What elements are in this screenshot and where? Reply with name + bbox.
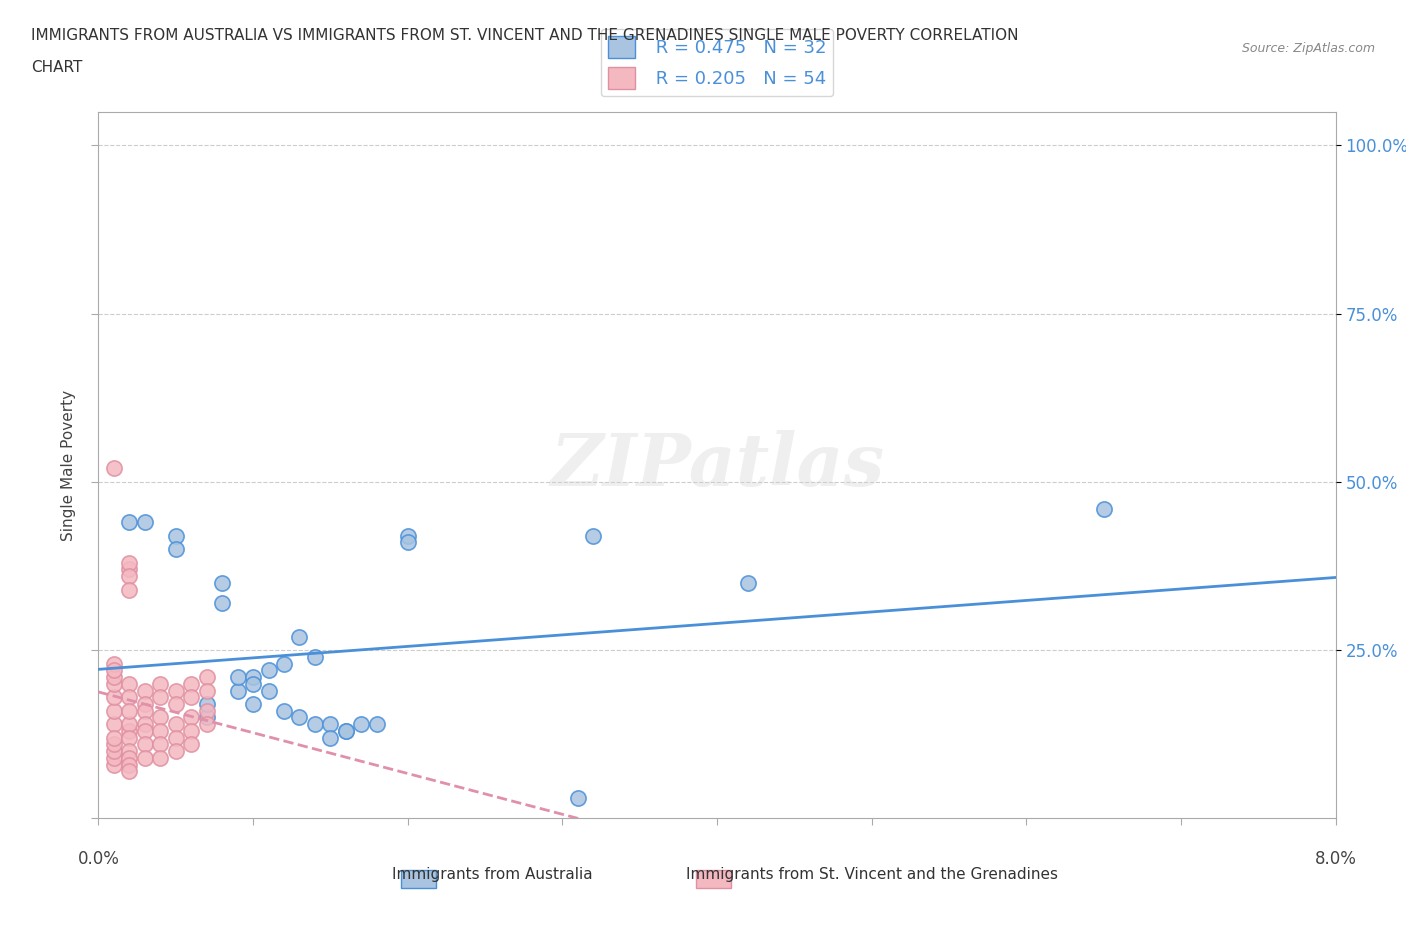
Point: [195, 703, 218, 718]
Point: [134, 703, 156, 718]
Point: [118, 515, 141, 530]
Point: [118, 582, 141, 597]
Text: Source: ZipAtlas.com: Source: ZipAtlas.com: [1241, 42, 1375, 55]
Y-axis label: Single Male Poverty: Single Male Poverty: [60, 390, 76, 540]
Point: [195, 683, 218, 698]
Point: [149, 676, 172, 691]
Point: [103, 730, 125, 745]
Point: [134, 717, 156, 732]
Point: [304, 649, 326, 664]
Point: [103, 703, 125, 718]
Point: [118, 744, 141, 759]
Text: 8.0%: 8.0%: [1315, 850, 1357, 869]
Point: [335, 724, 357, 738]
Point: [273, 703, 295, 718]
Point: [103, 663, 125, 678]
Point: [195, 670, 218, 684]
Point: [180, 737, 202, 751]
Point: [257, 663, 280, 678]
Point: [118, 717, 141, 732]
Point: [165, 697, 187, 711]
Point: [242, 676, 264, 691]
Point: [288, 630, 311, 644]
Point: [211, 576, 233, 591]
Point: [118, 676, 141, 691]
Point: [134, 697, 156, 711]
Point: [118, 568, 141, 583]
Point: [149, 710, 172, 724]
Point: [103, 690, 125, 705]
Point: [103, 751, 125, 765]
Point: [165, 528, 187, 543]
Point: [582, 528, 605, 543]
Point: [257, 683, 280, 698]
Point: [165, 744, 187, 759]
Point: [180, 676, 202, 691]
Point: [118, 555, 141, 570]
Point: [288, 710, 311, 724]
Point: [195, 697, 218, 711]
Point: [134, 683, 156, 698]
Point: [103, 737, 125, 751]
Point: [118, 751, 141, 765]
Point: [134, 724, 156, 738]
Point: [134, 751, 156, 765]
Point: [304, 717, 326, 732]
Point: [195, 710, 218, 724]
Point: [180, 690, 202, 705]
Text: Immigrants from Australia: Immigrants from Australia: [392, 867, 592, 882]
Point: [134, 515, 156, 530]
Point: [149, 690, 172, 705]
Point: [103, 757, 125, 772]
Point: [366, 717, 388, 732]
Point: [180, 710, 202, 724]
Point: [118, 724, 141, 738]
Point: [195, 717, 218, 732]
Point: [242, 670, 264, 684]
Point: [134, 737, 156, 751]
Point: [103, 657, 125, 671]
Point: [335, 724, 357, 738]
Point: [118, 757, 141, 772]
Point: [396, 528, 419, 543]
Text: CHART: CHART: [31, 60, 83, 75]
Point: [165, 683, 187, 698]
Point: [226, 670, 249, 684]
Text: Immigrants from St. Vincent and the Grenadines: Immigrants from St. Vincent and the Gren…: [686, 867, 1057, 882]
Point: [118, 690, 141, 705]
Point: [396, 535, 419, 550]
Point: [103, 461, 125, 476]
Point: [165, 717, 187, 732]
Point: [118, 730, 141, 745]
Point: [149, 751, 172, 765]
Point: [226, 683, 249, 698]
Point: [737, 576, 759, 591]
Legend:  R = 0.475   N = 32,  R = 0.205   N = 54: R = 0.475 N = 32, R = 0.205 N = 54: [600, 29, 834, 97]
Point: [319, 730, 342, 745]
Point: [103, 670, 125, 684]
Point: [103, 717, 125, 732]
Point: [350, 717, 373, 732]
Point: [242, 697, 264, 711]
Point: [1092, 501, 1115, 516]
Point: [118, 764, 141, 778]
Point: [103, 744, 125, 759]
Text: 0.0%: 0.0%: [77, 850, 120, 869]
Point: [149, 724, 172, 738]
Text: IMMIGRANTS FROM AUSTRALIA VS IMMIGRANTS FROM ST. VINCENT AND THE GRENADINES SING: IMMIGRANTS FROM AUSTRALIA VS IMMIGRANTS …: [31, 28, 1018, 43]
Point: [165, 541, 187, 556]
Point: [273, 657, 295, 671]
Point: [103, 676, 125, 691]
Point: [567, 790, 589, 805]
Point: [319, 717, 342, 732]
Point: [165, 730, 187, 745]
Point: [149, 737, 172, 751]
Point: [211, 595, 233, 610]
Point: [118, 562, 141, 577]
Point: [118, 703, 141, 718]
Text: ZIPatlas: ZIPatlas: [550, 430, 884, 500]
Point: [180, 724, 202, 738]
